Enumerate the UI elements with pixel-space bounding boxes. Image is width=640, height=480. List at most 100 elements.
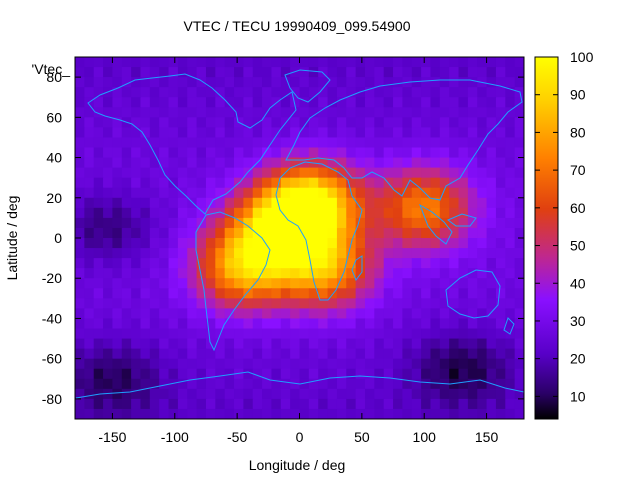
heatmap-cell [299, 238, 310, 249]
heatmap-cell [421, 288, 432, 299]
heatmap-cell [336, 388, 347, 400]
heatmap-cell [421, 348, 432, 360]
heatmap-cell [187, 378, 198, 390]
heatmap-cell [308, 197, 319, 209]
heatmap-cell [131, 207, 142, 219]
heatmap-cell [495, 187, 506, 199]
heatmap-cell [84, 248, 95, 259]
heatmap-cell [271, 288, 282, 299]
heatmap-cell [318, 157, 329, 169]
heatmap-cell [215, 117, 226, 128]
heatmap-cell [271, 328, 282, 340]
heatmap-cell [374, 127, 385, 139]
heatmap-cell [159, 358, 170, 370]
heatmap-cell [421, 157, 432, 169]
heatmap-cell [131, 368, 142, 380]
heatmap-cell [149, 288, 160, 299]
heatmap-cell [327, 197, 338, 209]
heatmap-cell [224, 388, 235, 400]
heatmap-cell [458, 308, 469, 320]
heatmap-cell [234, 227, 244, 239]
heatmap-cell [93, 137, 104, 149]
heatmap-cell [140, 177, 151, 189]
heatmap-cell [159, 368, 170, 380]
heatmap-cell [346, 398, 357, 410]
heatmap-cell [495, 167, 506, 179]
heatmap-cell [271, 87, 282, 98]
heatmap-cell [495, 378, 506, 390]
heatmap-cell [252, 227, 263, 239]
heatmap-cell [168, 197, 179, 209]
heatmap-cell [121, 227, 132, 239]
heatmap-cell [168, 248, 179, 259]
heatmap-cell [93, 117, 104, 128]
heatmap-cell [327, 348, 338, 360]
heatmap-cell [383, 318, 394, 330]
heatmap-cell [149, 248, 160, 259]
heatmap-cell [84, 127, 95, 139]
heatmap-cell [402, 137, 413, 149]
heatmap-cell [393, 177, 403, 189]
heatmap-cell [299, 117, 310, 128]
heatmap-cell [318, 368, 329, 380]
heatmap-cell [383, 217, 394, 229]
heatmap-cell [327, 227, 338, 239]
heatmap-cell [402, 278, 413, 289]
heatmap-cell [187, 298, 198, 309]
heatmap-cell [383, 227, 394, 239]
heatmap-cell [505, 408, 516, 419]
heatmap-cell [149, 368, 160, 380]
heatmap-cell [140, 258, 151, 269]
heatmap-cell [243, 338, 254, 350]
heatmap-cell [112, 358, 123, 370]
heatmap-cell [75, 227, 85, 239]
heatmap-cell [336, 157, 347, 169]
heatmap-cell [336, 368, 347, 380]
heatmap-cell [243, 137, 254, 149]
heatmap-cell [477, 378, 488, 390]
heatmap-cell [308, 268, 319, 279]
heatmap-cell [458, 278, 469, 289]
heatmap-cell [234, 288, 244, 299]
heatmap-cell [411, 308, 422, 320]
heatmap-cell [168, 388, 179, 400]
heatmap-cell [234, 87, 244, 98]
heatmap-cell [327, 398, 338, 410]
heatmap-cell [187, 358, 198, 370]
heatmap-cell [364, 157, 375, 169]
heatmap-cell [252, 97, 263, 108]
heatmap-cell [355, 197, 366, 209]
heatmap-cell [467, 298, 478, 309]
heatmap-cell [75, 278, 85, 289]
heatmap-cell [402, 187, 413, 199]
heatmap-cell [393, 388, 403, 400]
heatmap-cell [355, 258, 366, 269]
heatmap-cell [449, 248, 460, 259]
heatmap-cell [177, 207, 188, 219]
heatmap-cell [187, 187, 198, 199]
heatmap-cell [93, 368, 104, 380]
heatmap-cell [327, 358, 338, 370]
heatmap-cell [243, 97, 254, 108]
heatmap-cell [243, 57, 254, 68]
heatmap-cell [75, 268, 85, 279]
heatmap-cell [290, 217, 301, 229]
heatmap-cell [243, 117, 254, 128]
heatmap-cell [243, 378, 254, 390]
heatmap-cell [411, 378, 422, 390]
heatmap-cell [121, 278, 132, 289]
heatmap-cell [177, 288, 188, 299]
heatmap-cell [234, 258, 244, 269]
heatmap-cell [393, 408, 403, 419]
heatmap-cell [290, 157, 301, 169]
heatmap-cell [243, 298, 254, 309]
heatmap-cell [177, 238, 188, 249]
heatmap-cell [159, 117, 170, 128]
heatmap-cell [75, 298, 85, 309]
heatmap-cell [271, 238, 282, 249]
heatmap-cell [467, 87, 478, 98]
heatmap-cell [486, 197, 497, 209]
heatmap-cell [196, 328, 207, 340]
heatmap-cell [467, 328, 478, 340]
